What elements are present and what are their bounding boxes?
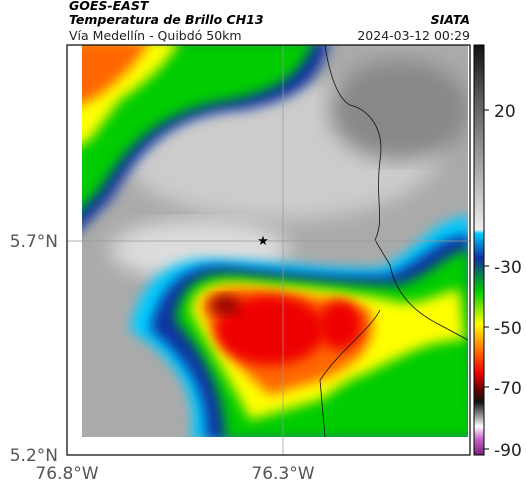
- lon-tick-label: 76.8°W: [35, 464, 98, 484]
- colorbar-ticks: [484, 109, 489, 450]
- colorbar-tick-label: -30: [494, 258, 522, 278]
- colorbar-tick-label: -70: [494, 379, 522, 399]
- colorbar-tick-label: -50: [494, 319, 522, 339]
- lat-tick-label: 5.7°N: [10, 232, 58, 252]
- colorbar-tick-label: -90: [494, 441, 522, 461]
- location: Vía Medellín - Quibdó 50km: [69, 28, 242, 43]
- map-frame: [66, 44, 471, 456]
- datetime: 2024-03-12 00:29: [357, 28, 470, 43]
- colorbar-tick-label: 20: [494, 102, 516, 122]
- lon-tick-label: 76.3°W: [251, 464, 314, 484]
- city-marker: ★: [257, 234, 269, 249]
- subtitle: Temperatura de Brillo CH13: [69, 12, 264, 27]
- title: GOES-EAST: [69, 0, 150, 13]
- colorbar: [473, 44, 485, 456]
- source: SIATA: [431, 12, 470, 27]
- lat-tick-label: 5.2°N: [10, 446, 58, 466]
- satellite-image: [82, 45, 468, 437]
